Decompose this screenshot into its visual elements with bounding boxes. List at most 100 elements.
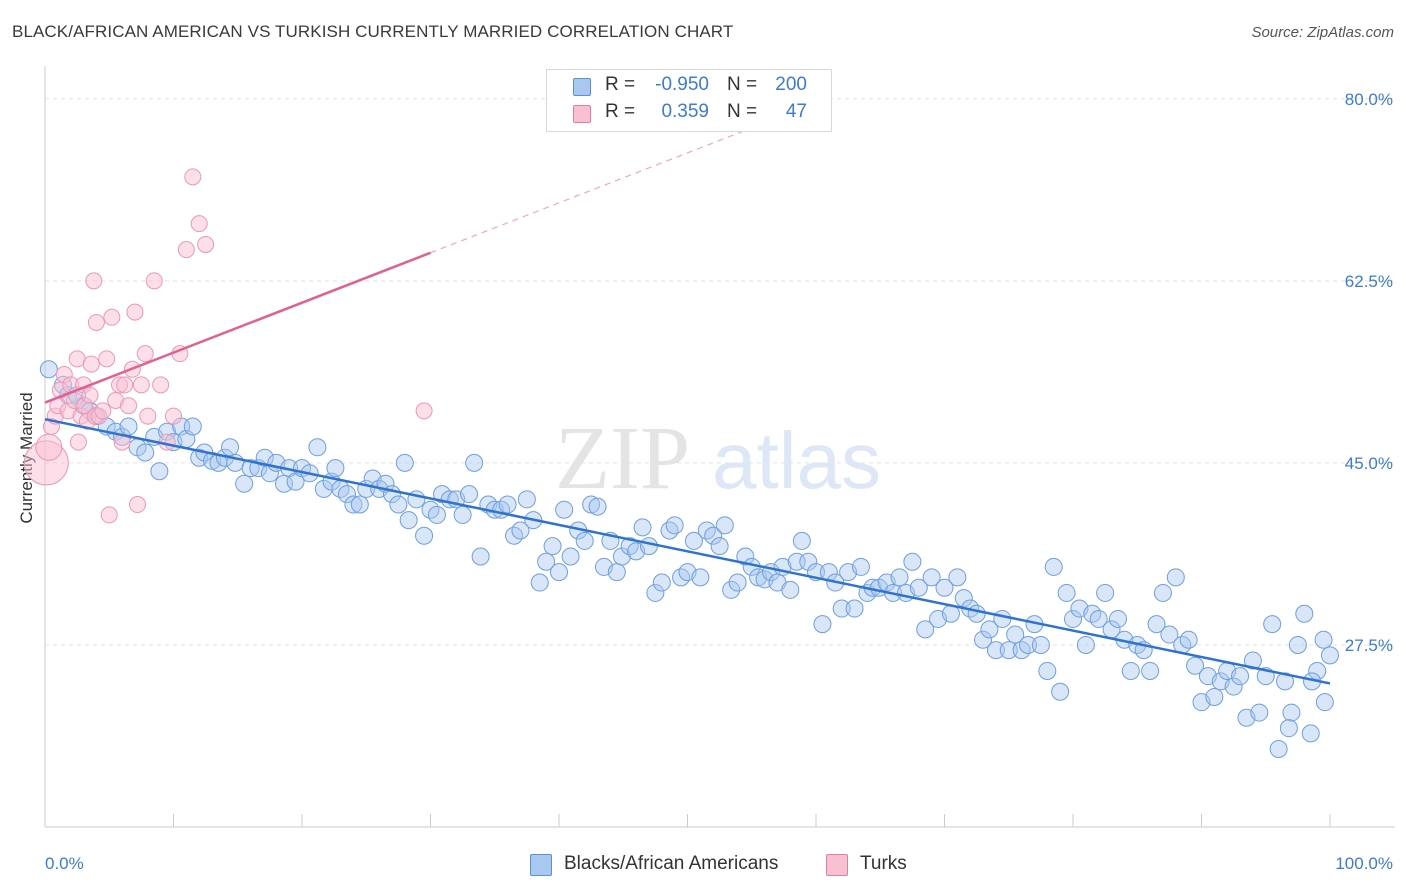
data-point-blacks bbox=[183, 417, 202, 436]
data-point-blacks bbox=[1295, 604, 1314, 623]
data-point-blacks bbox=[954, 589, 973, 608]
data-point-blacks bbox=[993, 609, 1012, 628]
data-point-blacks bbox=[922, 568, 941, 587]
stats-swatch-blacks bbox=[573, 78, 591, 96]
data-point-blacks bbox=[1160, 625, 1179, 644]
data-point-turks bbox=[132, 376, 150, 394]
data-point-turks bbox=[98, 350, 116, 368]
data-point-turks bbox=[81, 386, 99, 404]
data-point-blacks bbox=[119, 417, 138, 436]
data-point-blacks bbox=[710, 537, 729, 556]
data-point-blacks bbox=[575, 531, 594, 550]
data-point-blacks bbox=[543, 537, 562, 556]
data-point-blacks bbox=[715, 516, 734, 535]
data-point-blacks bbox=[399, 511, 418, 530]
data-point-blacks bbox=[1166, 568, 1185, 587]
data-point-turks bbox=[85, 272, 103, 290]
data-point-blacks bbox=[498, 495, 517, 514]
data-point-blacks bbox=[903, 552, 922, 571]
data-point-turks bbox=[68, 350, 86, 368]
stats-r-value: 0.359 bbox=[661, 101, 709, 122]
data-point-turks bbox=[116, 376, 134, 394]
data-point-blacks bbox=[389, 495, 408, 514]
legend-item-turks[interactable]: Turks bbox=[826, 852, 946, 878]
data-point-blacks bbox=[646, 583, 665, 602]
data-point-blacks bbox=[974, 630, 993, 649]
data-point-blacks bbox=[221, 438, 240, 457]
data-point-turks bbox=[126, 303, 144, 321]
data-point-blacks bbox=[1038, 661, 1057, 680]
data-point-blacks bbox=[792, 531, 811, 550]
stats-box: R = -0.950 N = 200 R = 0.359 N = 47 bbox=[546, 69, 832, 132]
data-point-blacks bbox=[395, 453, 414, 472]
data-point-turks bbox=[94, 402, 112, 420]
data-point-blacks bbox=[781, 580, 800, 599]
data-point-blacks bbox=[980, 620, 999, 639]
data-point-turks bbox=[136, 345, 154, 363]
data-point-blacks bbox=[851, 557, 870, 576]
stats-swatch-turks bbox=[573, 105, 591, 123]
data-point-blacks bbox=[465, 453, 484, 472]
y-tick-label: 62.5% bbox=[1345, 272, 1393, 291]
data-point-blacks bbox=[537, 552, 556, 571]
data-point-blacks bbox=[652, 573, 671, 592]
data-point-blacks bbox=[1108, 609, 1127, 628]
data-point-turks bbox=[35, 433, 63, 461]
data-point-turks bbox=[100, 506, 118, 524]
stats-n-label: N = bbox=[727, 74, 758, 95]
data-point-blacks bbox=[337, 485, 356, 504]
data-point-turks bbox=[139, 407, 157, 425]
data-point-blacks bbox=[1282, 703, 1301, 722]
data-point-turks bbox=[87, 313, 105, 331]
data-point-blacks bbox=[665, 516, 684, 535]
data-point-blacks bbox=[1301, 724, 1320, 743]
data-point-blacks bbox=[453, 505, 472, 524]
data-point-blacks bbox=[736, 547, 755, 566]
data-point-blacks bbox=[728, 573, 747, 592]
legend-label-turks: Turks bbox=[860, 853, 907, 874]
data-point-blacks bbox=[1096, 583, 1115, 602]
data-point-turks bbox=[145, 272, 163, 290]
data-point-turks bbox=[197, 235, 215, 253]
data-point-blacks bbox=[935, 578, 954, 597]
data-point-blacks bbox=[1243, 651, 1262, 670]
data-point-blacks bbox=[1076, 635, 1095, 654]
data-point-blacks bbox=[582, 495, 601, 514]
data-point-blacks bbox=[1314, 630, 1333, 649]
legend-swatch-turks bbox=[826, 854, 848, 876]
data-point-turks bbox=[69, 433, 87, 451]
data-point-blacks bbox=[1315, 693, 1334, 712]
data-point-blacks bbox=[460, 485, 479, 504]
data-point-blacks bbox=[1147, 615, 1166, 634]
data-point-blacks bbox=[427, 505, 446, 524]
data-point-turks bbox=[82, 355, 100, 373]
data-point-blacks bbox=[909, 578, 928, 597]
data-point-blacks bbox=[511, 521, 530, 540]
data-point-blacks bbox=[555, 500, 574, 519]
legend-item-blacks[interactable]: Blacks/African Americans bbox=[530, 852, 810, 878]
data-point-blacks bbox=[1057, 583, 1076, 602]
stats-row-blacks: R = -0.950 N = 200 bbox=[547, 74, 831, 100]
chart-title: BLACK/AFRICAN AMERICAN VS TURKISH CURREN… bbox=[12, 22, 734, 41]
data-point-turks bbox=[415, 402, 433, 420]
tick-labels: 27.5% 45.0% 62.5% 80.0% 0.0% 100.0% bbox=[45, 90, 1393, 873]
data-point-blacks bbox=[890, 568, 909, 587]
y-tick-label: 80.0% bbox=[1345, 90, 1393, 109]
data-point-blacks bbox=[799, 552, 818, 571]
data-point-blacks bbox=[308, 438, 327, 457]
data-point-blacks bbox=[704, 526, 723, 545]
data-point-blacks bbox=[1224, 677, 1243, 696]
data-point-blacks bbox=[845, 599, 864, 618]
stats-r-label: R = bbox=[605, 74, 636, 95]
x-tick-label: 0.0% bbox=[45, 854, 84, 873]
data-point-blacks bbox=[1288, 635, 1307, 654]
data-point-blacks bbox=[517, 490, 536, 509]
data-point-blacks bbox=[967, 604, 986, 623]
data-point-blacks bbox=[684, 531, 703, 550]
data-point-blacks bbox=[1308, 661, 1327, 680]
data-point-blacks bbox=[241, 459, 260, 478]
data-point-turks bbox=[129, 496, 147, 514]
data-point-blacks bbox=[326, 459, 345, 478]
data-point-blacks bbox=[415, 526, 434, 545]
